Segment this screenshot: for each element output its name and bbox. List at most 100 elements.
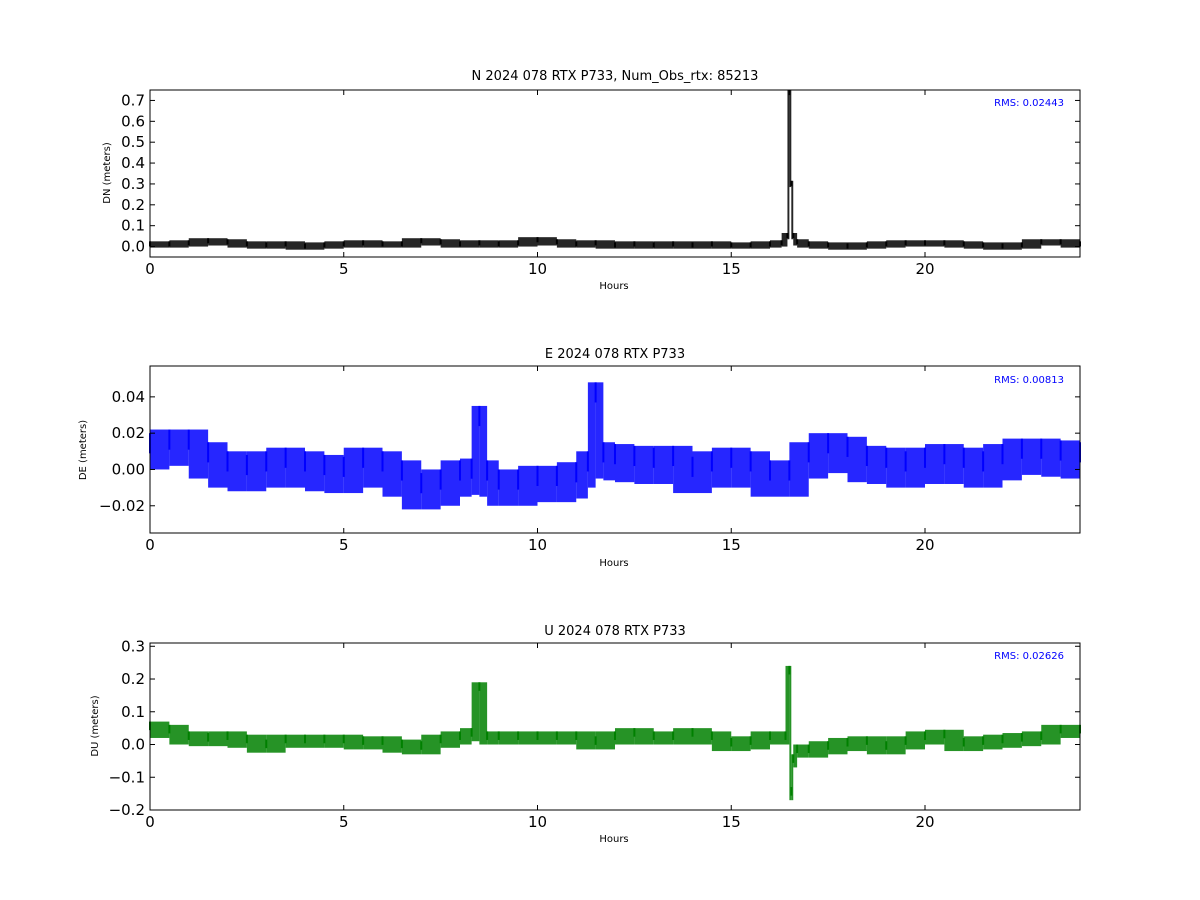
up-x-tick-label: 5 [339,813,349,831]
panel-east-title: E 2024 078 RTX P733 [545,347,685,362]
up-data-point [790,787,793,796]
east-data-point [769,460,771,481]
north-series-band [983,242,1003,250]
east-series-band [789,442,809,497]
east-series-band [556,462,577,503]
east-data-point [168,429,171,450]
east-series-band [401,460,422,510]
panel-north-plot-area [149,90,1081,250]
north-data-point [846,243,849,249]
north-y-tick-label: 0.6 [121,112,145,130]
up-data-point [1001,734,1004,744]
east-data-point [187,429,190,450]
east-data-point [672,445,675,467]
east-series-band [886,447,906,488]
up-series-band [886,736,906,755]
east-data-point [1040,438,1043,459]
panel-east-rms-annotation: RMS: 0.00813 [994,375,1064,386]
up-data-point [323,734,326,744]
east-data-point [497,469,500,490]
east-series-band [983,444,1003,488]
up-series-band [471,682,480,742]
east-series-band [471,405,480,495]
panel-up-plot-area [149,665,1081,801]
panel-east-x-ticks: 0 5 10 15 20 [145,366,935,554]
east-series-band [925,444,945,484]
east-data-point [362,447,365,468]
north-series-band [440,239,460,248]
up-series-band [828,737,848,755]
up-data-point [284,734,287,744]
panel-east-x-label: Hours [599,558,628,569]
up-series-band [983,734,1003,750]
up-data-point [1059,724,1062,734]
up-series-band [731,736,751,752]
up-data-point [400,739,403,749]
north-series-band [208,238,228,246]
east-data-point [470,458,473,479]
north-series-band [615,241,635,249]
up-data-point [470,728,473,737]
up-data-point [769,731,771,740]
north-series-band [653,241,674,249]
north-data-point [865,242,868,248]
east-data-point [245,454,248,476]
east-data-point [265,451,268,472]
east-data-point [555,465,558,486]
up-data-point [846,737,849,747]
up-y-tick-label: 0.0 [121,736,145,754]
north-x-tick-label: 15 [722,260,741,278]
panel-north-y-ticks: 0.0 0.1 0.2 0.3 0.4 0.5 0.6 0.7 [121,91,1080,256]
north-data-point [245,241,248,247]
north-data-point [400,241,403,247]
east-series-band [343,447,364,494]
east-data-point [602,442,605,463]
up-data-point [1020,733,1023,742]
east-y-tick-label: 0.02 [112,424,145,442]
panel-east-y-ticks: −0.02 0.00 0.02 0.04 [99,388,1080,515]
east-data-point [478,405,481,427]
east-series-band [324,454,344,494]
up-series-band [305,734,325,748]
east-data-point [691,456,694,477]
panel-north-title: N 2024 078 RTX P733, Num_Obs_rtx: 85213 [472,69,759,84]
north-data-point [982,242,985,248]
up-series-band [479,682,488,745]
east-series-band [246,451,267,492]
east-series-band [692,451,712,494]
up-y-tick-label: 0.3 [121,637,145,655]
north-series-band [498,240,519,248]
north-series-band [460,240,480,248]
north-series-band [324,241,344,249]
north-series-band [1041,239,1061,246]
north-data-point [517,240,520,246]
east-data-point [536,465,539,486]
up-series-band [1041,724,1061,745]
north-series-band [692,241,712,249]
up-series-band [791,754,794,801]
north-data-point [807,241,810,247]
north-series-band [925,240,945,247]
north-data-point [652,242,655,248]
up-series-band [440,731,460,748]
north-series-band [188,238,209,247]
up-y-tick-label: −0.2 [109,801,145,819]
north-series-band [1021,239,1042,249]
east-data-point [1001,444,1004,465]
east-data-point [710,451,713,472]
north-series-band [791,180,794,240]
up-series-band [634,728,654,745]
north-series-band [421,238,441,246]
east-data-point [304,451,306,472]
up-data-point [497,731,500,740]
north-data-point [1001,243,1004,249]
east-y-tick-label: −0.02 [99,497,145,515]
panel-north-x-label: Hours [599,281,628,292]
north-data-point [265,242,268,248]
up-series-band [615,728,635,745]
north-data-point [943,240,946,246]
up-data-point [962,737,965,747]
up-data-point [168,724,171,734]
up-y-tick-label: 0.2 [121,670,145,688]
east-series-band [518,465,538,506]
